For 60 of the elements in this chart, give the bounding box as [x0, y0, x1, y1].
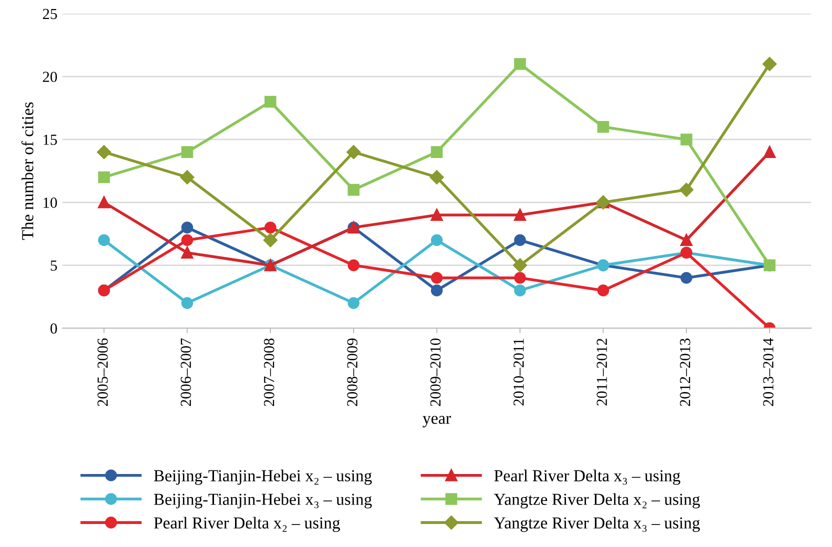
legend-label: Beijing-Tianjin-Hebei x₂ – using — [154, 470, 372, 485]
point — [597, 121, 610, 133]
point — [264, 222, 276, 234]
point — [98, 171, 110, 184]
point — [514, 58, 526, 70]
y-axis-title: The number of cities — [21, 102, 34, 240]
y-tick-label: 10 — [44, 198, 57, 208]
point — [181, 246, 194, 259]
x-tick-label: 2010–2011 — [514, 338, 524, 406]
point — [430, 272, 443, 284]
point — [679, 182, 694, 197]
x-tick-label: 2008–2009 — [347, 338, 358, 406]
x-tick-label: 2011–2012 — [596, 338, 608, 406]
point — [98, 234, 110, 246]
point — [764, 146, 776, 158]
point — [181, 146, 194, 158]
legend-label: Pearl River Delta x₂ – using — [154, 516, 340, 532]
point — [514, 234, 526, 246]
y-tick-label: 20 — [42, 72, 57, 82]
x-tick-label: 2013–2014 — [763, 338, 774, 406]
point — [346, 145, 361, 160]
point — [180, 170, 194, 184]
point — [181, 234, 194, 246]
x-tick-label: 2006–2007 — [180, 338, 192, 406]
point — [514, 272, 526, 284]
y-tick-label: 25 — [42, 8, 57, 20]
legend-label: Yangtze River Delta x₃ – using — [494, 516, 700, 532]
point — [181, 297, 194, 309]
legend-label: Beijing-Tianjin-Hebei x₃ – using — [154, 493, 372, 508]
x-tick-label: 2009–2010 — [430, 338, 441, 406]
point — [514, 284, 526, 296]
point — [348, 184, 360, 196]
x-axis-title: year — [422, 416, 451, 428]
y-tick-label: 0 — [50, 323, 57, 334]
point — [513, 258, 527, 272]
point — [514, 209, 526, 221]
point — [430, 209, 443, 221]
point — [680, 134, 692, 146]
point — [98, 196, 110, 208]
point — [263, 233, 278, 248]
x-tick-label: 2012–2013 — [680, 338, 690, 406]
point — [97, 145, 111, 160]
point — [181, 222, 194, 234]
point — [430, 284, 443, 296]
point — [762, 57, 777, 71]
point — [680, 272, 692, 284]
point — [348, 259, 360, 272]
x-tick-label: 2007–2008 — [264, 338, 274, 406]
legend-label: Yangtze River Delta x₂ – using — [494, 493, 700, 508]
point — [680, 234, 692, 246]
point — [430, 234, 443, 246]
y-tick-label: 5 — [50, 260, 57, 271]
point — [430, 146, 443, 158]
x-tick-label: 2005–2006 — [98, 338, 108, 406]
point — [348, 297, 360, 309]
y-tick-label: 15 — [44, 134, 57, 145]
legend-label: Pearl River Delta x₃ – using — [494, 470, 680, 485]
point — [597, 284, 610, 296]
point — [264, 96, 276, 108]
point — [430, 170, 444, 184]
